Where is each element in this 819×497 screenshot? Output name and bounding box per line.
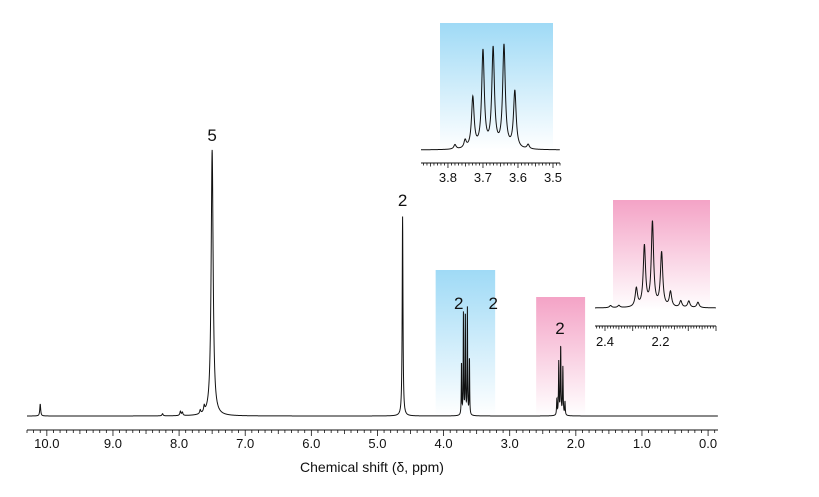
inset-highlight-box	[440, 23, 553, 150]
spectrum-trace	[27, 149, 718, 417]
x-tick-label: 1.0	[633, 436, 651, 451]
x-tick-label: 3.0	[501, 436, 519, 451]
x-tick-label: 3.5	[544, 170, 562, 185]
integration-label: 2	[454, 294, 463, 313]
integration-label: 2	[555, 319, 564, 338]
inset-spectrum-trace	[421, 43, 560, 151]
inset-spectrum-trace	[594, 220, 716, 309]
x-tick-label: 2.0	[567, 436, 585, 451]
x-axis-label: Chemical shift (δ, ppm)	[300, 459, 444, 475]
x-tick-label: 0.0	[699, 436, 717, 451]
x-tick-label: 3.8	[439, 170, 457, 185]
x-tick-label: 3.6	[509, 170, 527, 185]
x-tick-label: 8.0	[170, 436, 188, 451]
integration-label: 2	[398, 191, 407, 210]
x-tick-label: 3.7	[474, 170, 492, 185]
x-tick-label: 10.0	[34, 436, 59, 451]
x-tick-label: 5.0	[368, 436, 386, 451]
x-tick-label: 4.0	[435, 436, 453, 451]
x-tick-label: 6.0	[302, 436, 320, 451]
x-tick-label: 2.2	[651, 334, 669, 349]
x-tick-label: 9.0	[104, 436, 122, 451]
integration-label: 5	[207, 126, 216, 145]
x-tick-label: 2.4	[596, 334, 614, 349]
integration-label: 2	[488, 294, 497, 313]
x-tick-label: 7.0	[236, 436, 254, 451]
